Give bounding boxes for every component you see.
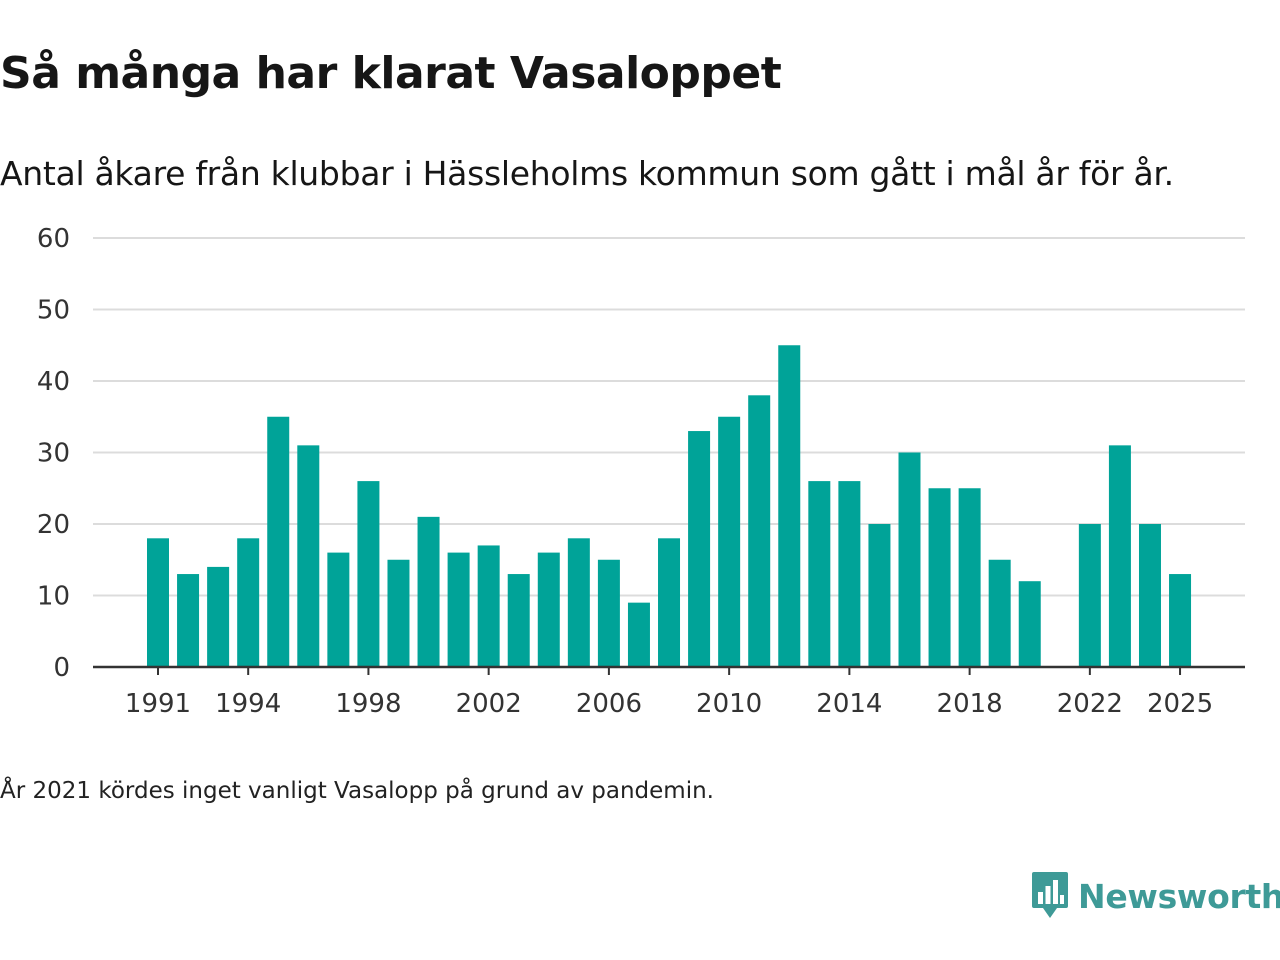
bar-2017 bbox=[928, 488, 951, 667]
newsworthy-logo: Newsworthy bbox=[1030, 866, 1280, 926]
y-tick-label: 10 bbox=[37, 582, 70, 612]
bar-1993 bbox=[207, 566, 230, 667]
x-tick-label: 2014 bbox=[816, 689, 882, 719]
bar-2019 bbox=[988, 559, 1011, 667]
bar-1991 bbox=[147, 538, 169, 667]
bar-2020 bbox=[1018, 581, 1041, 667]
brand-name: Newsworthy bbox=[1078, 876, 1280, 916]
bar-2000 bbox=[417, 516, 440, 667]
x-tick-label: 1994 bbox=[215, 689, 281, 719]
bar-2023 bbox=[1108, 445, 1131, 667]
bar-2009 bbox=[688, 431, 711, 667]
bar-2015 bbox=[868, 524, 891, 667]
bar-1999 bbox=[387, 559, 410, 667]
y-tick-label: 30 bbox=[37, 439, 70, 469]
bar-1995 bbox=[267, 416, 290, 667]
bar-1994 bbox=[237, 538, 260, 667]
bar-2005 bbox=[567, 538, 590, 667]
y-tick-label: 20 bbox=[37, 510, 70, 540]
x-tick-label: 2006 bbox=[576, 689, 642, 719]
bar-1997 bbox=[327, 552, 350, 667]
bar-2022 bbox=[1078, 524, 1101, 667]
bar-2004 bbox=[537, 552, 560, 667]
bar-1992 bbox=[177, 574, 200, 667]
x-tick-label: 2018 bbox=[937, 689, 1003, 719]
x-tick-label: 2010 bbox=[696, 689, 762, 719]
newsworthy-logo-icon bbox=[1032, 872, 1068, 918]
bar-2010 bbox=[718, 416, 741, 667]
bar-2018 bbox=[958, 488, 981, 667]
bar-2007 bbox=[627, 602, 650, 667]
bar-2012 bbox=[778, 345, 801, 667]
y-tick-label: 50 bbox=[37, 296, 70, 326]
y-tick-label: 40 bbox=[37, 367, 70, 397]
bars bbox=[147, 345, 1192, 667]
bar-2013 bbox=[808, 481, 831, 667]
bar-2011 bbox=[748, 395, 771, 667]
bar-1998 bbox=[357, 481, 380, 667]
bar-2008 bbox=[658, 538, 681, 667]
bar-1996 bbox=[297, 445, 320, 667]
x-tick-label: 2022 bbox=[1057, 689, 1123, 719]
y-tick-label: 0 bbox=[53, 653, 70, 683]
bar-2001 bbox=[447, 552, 470, 667]
bar-2003 bbox=[507, 574, 530, 667]
x-tick-label: 1998 bbox=[335, 689, 401, 719]
x-tick-label: 1991 bbox=[125, 689, 191, 719]
bar-2002 bbox=[477, 545, 500, 667]
y-axis-ticks: 0 10 20 30 40 50 60 bbox=[37, 224, 70, 683]
x-axis-ticks: 1991 1994 1998 2002 2006 2010 2014 2018 2022 2025 bbox=[125, 667, 1213, 719]
chart-title: Så många har klarat Vasaloppet bbox=[0, 48, 782, 99]
bar-2016 bbox=[898, 452, 921, 667]
bar-2024 bbox=[1138, 524, 1161, 667]
bar-chart: 0 10 20 30 40 50 60 1991 1994 1998 2002 2006 2010 20… bbox=[37, 224, 1245, 719]
bar-2006 bbox=[597, 559, 620, 667]
bar-2025 bbox=[1169, 574, 1192, 667]
chart-subtitle: Antal åkare från klubbar i Hässleholms k… bbox=[0, 154, 1174, 193]
y-tick-label: 60 bbox=[37, 224, 70, 254]
bar-2014 bbox=[838, 481, 861, 667]
footnote: År 2021 kördes inget vanligt Vasalopp på… bbox=[0, 778, 714, 804]
x-tick-label: 2002 bbox=[456, 689, 522, 719]
x-tick-label: 2025 bbox=[1147, 689, 1213, 719]
